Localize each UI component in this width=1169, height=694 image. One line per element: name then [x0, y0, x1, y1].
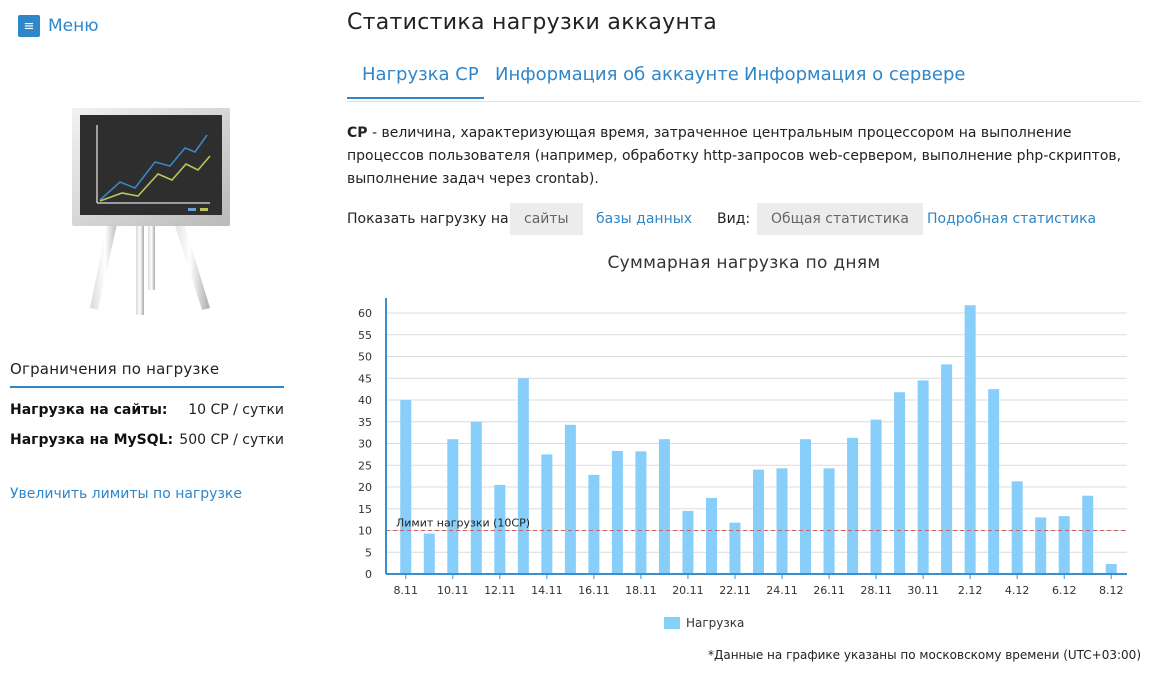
- y-tick-label: 20: [358, 481, 372, 494]
- bar: [988, 389, 1000, 574]
- x-tick-label: 24.11: [766, 584, 798, 597]
- x-tick-label: 6.12: [1052, 584, 1077, 597]
- bar: [1011, 481, 1023, 574]
- menu-label: Меню: [48, 16, 99, 36]
- x-tick-label: 30.11: [907, 584, 939, 597]
- tab-account-info[interactable]: Информация об аккаунте: [495, 64, 739, 85]
- bar: [1082, 495, 1094, 574]
- bar: [611, 450, 623, 574]
- menu-button[interactable]: ≡ Меню: [18, 15, 99, 37]
- y-tick-label: 30: [358, 438, 372, 451]
- bar: [400, 400, 412, 574]
- y-tick-label: 40: [358, 394, 372, 407]
- view-detailed-link[interactable]: Подробная статистика: [927, 211, 1097, 227]
- bar: [753, 469, 764, 574]
- filter-databases-link[interactable]: базы данных: [596, 211, 693, 227]
- y-tick-label: 5: [365, 546, 372, 559]
- y-tick-label: 10: [358, 525, 372, 538]
- bar: [941, 364, 953, 574]
- limit-name: Нагрузка на сайты:: [10, 402, 168, 418]
- filters-bar: Показать нагрузку на: сайты базы данных …: [347, 203, 1141, 235]
- tabs: Нагрузка CP Информация об аккаунте Инфор…: [347, 60, 1141, 102]
- hamburger-icon: ≡: [18, 15, 40, 37]
- bar: [776, 468, 788, 574]
- view-general-button[interactable]: Общая статистика: [757, 203, 923, 235]
- limit-row-mysql: Нагрузка на MySQL: 500 CP / сутки: [10, 432, 284, 448]
- x-tick-label: 26.11: [813, 584, 845, 597]
- limit-name: Нагрузка на MySQL:: [10, 432, 174, 448]
- y-tick-label: 15: [358, 503, 372, 516]
- cp-description-text: - величина, характеризующая время, затра…: [347, 125, 1122, 187]
- bar: [823, 468, 835, 574]
- bar: [847, 437, 859, 574]
- x-tick-label: 8.12: [1099, 584, 1124, 597]
- show-load-label: Показать нагрузку на:: [347, 211, 514, 227]
- y-tick-label: 60: [358, 307, 372, 320]
- increase-limits-link[interactable]: Увеличить лимиты по нагрузке: [10, 486, 242, 502]
- x-tick-label: 22.11: [719, 584, 751, 597]
- bar: [800, 439, 812, 574]
- bar: [964, 305, 976, 574]
- x-tick-label: 16.11: [578, 584, 610, 597]
- limit-row-sites: Нагрузка на сайты: 10 CP / сутки: [10, 402, 284, 418]
- y-tick-label: 55: [358, 329, 372, 342]
- chart-title: Суммарная нагрузка по дням: [607, 253, 881, 273]
- bar: [894, 392, 906, 574]
- bar: [682, 510, 694, 574]
- legend-swatch: [664, 617, 680, 629]
- bar: [917, 380, 929, 574]
- bar: [517, 378, 529, 574]
- bar: [635, 451, 647, 574]
- limit-line-label: Лимит нагрузки (10CP): [396, 517, 530, 530]
- x-tick-label: 12.11: [484, 584, 516, 597]
- chart-legend[interactable]: Нагрузка: [664, 616, 744, 630]
- bar: [588, 474, 600, 574]
- y-tick-label: 35: [358, 416, 372, 429]
- chart-easel-illustration: [72, 108, 230, 315]
- bar: [494, 484, 506, 574]
- bar: [705, 497, 717, 574]
- x-tick-label: 4.12: [1005, 584, 1030, 597]
- bar: [447, 439, 459, 574]
- page-title: Статистика нагрузки аккаунта: [347, 10, 718, 35]
- daily-load-chart: 0 5 10 15 20 25 30 35 40 45 50 55 60 Лимит нагрузки (…: [358, 298, 1127, 597]
- limit-value: 10 CP / сутки: [188, 402, 284, 418]
- bar: [423, 533, 435, 574]
- sidebar: ≡ Меню Ограничения по нагрузке Нагрузка …: [0, 0, 300, 694]
- bar: [564, 424, 576, 574]
- x-tick-label: 28.11: [860, 584, 892, 597]
- bar: [470, 421, 482, 574]
- x-tick-label: 14.11: [531, 584, 563, 597]
- cp-description: CP - величина, характеризующая время, за…: [347, 122, 1141, 191]
- limit-value: 500 CP / сутки: [179, 432, 284, 448]
- bar: [870, 419, 882, 574]
- tab-cp-load[interactable]: Нагрузка CP: [347, 60, 484, 99]
- view-label: Вид:: [717, 211, 751, 227]
- x-tick-label: 18.11: [625, 584, 657, 597]
- y-tick-label: 50: [358, 351, 372, 364]
- x-tick-label: 20.11: [672, 584, 704, 597]
- y-tick-label: 45: [358, 372, 372, 385]
- filter-sites-button[interactable]: сайты: [510, 203, 583, 235]
- y-tick-label: 0: [365, 568, 372, 581]
- timezone-footnote: *Данные на графике указаны по московском…: [707, 648, 1141, 662]
- y-tick-label: 25: [358, 459, 372, 472]
- bar: [1035, 517, 1047, 574]
- x-tick-label: 10.11: [437, 584, 469, 597]
- tab-server-info[interactable]: Информация о сервере: [744, 64, 966, 85]
- bar: [729, 522, 741, 574]
- bar: [541, 454, 553, 574]
- legend-label: Нагрузка: [686, 616, 745, 630]
- limits-title: Ограничения по нагрузке: [10, 360, 284, 388]
- bar: [1105, 563, 1117, 574]
- x-tick-label: 2.12: [958, 584, 983, 597]
- x-tick-label: 8.11: [394, 584, 419, 597]
- load-limits-panel: Ограничения по нагрузке Нагрузка на сайт…: [10, 360, 284, 448]
- bar: [1058, 516, 1070, 574]
- cp-term: CP: [347, 125, 368, 141]
- bar: [658, 439, 670, 574]
